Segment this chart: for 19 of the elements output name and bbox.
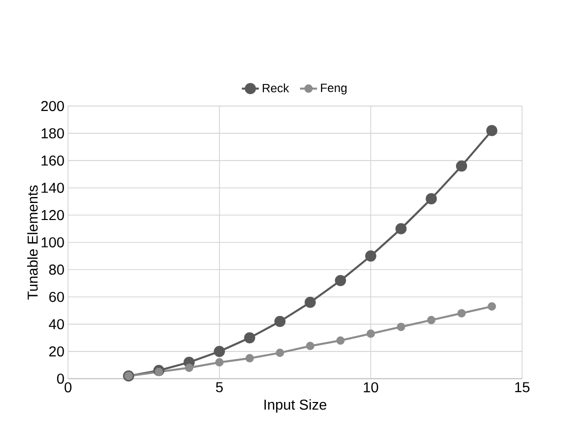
y-tick-label: 140 [42, 182, 64, 193]
x-tick-label: 10 [364, 382, 378, 392]
x-tick-label: 5 [216, 382, 223, 392]
y-tick-label: 20 [49, 346, 64, 357]
x-tick-label: 15 [515, 382, 530, 392]
legend-label: Reck [262, 84, 290, 92]
y-tick-label: 100 [42, 237, 64, 248]
x-axis-title: Input Size [264, 399, 326, 413]
y-tick-label: 180 [42, 128, 64, 138]
legend-label: Feng [321, 84, 347, 94]
y-tick-label: 0 [57, 374, 64, 384]
y-axis-title: Tunable Elements [27, 185, 38, 300]
x-tick-label: 0 [64, 382, 72, 392]
y-tick-label: 120 [42, 210, 64, 220]
y-tick-label: 60 [49, 292, 64, 302]
y-tick-label: 200 [41, 100, 64, 112]
y-tick-label: 80 [49, 264, 64, 275]
y-tick-label: 160 [42, 156, 64, 166]
y-tick-label: 40 [48, 319, 64, 330]
